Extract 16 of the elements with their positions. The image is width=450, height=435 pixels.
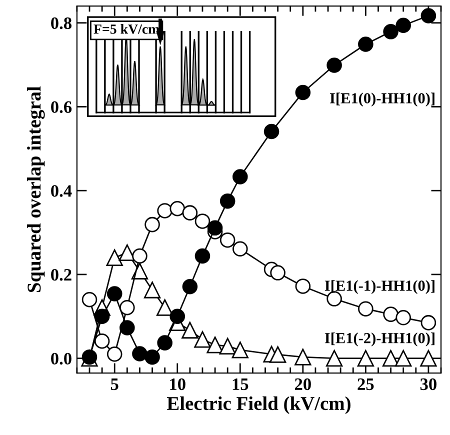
y-tick-label: 0.2 bbox=[51, 268, 72, 281]
x-tick-label: 15 bbox=[232, 378, 248, 390]
y-tick-label: 0.6 bbox=[51, 101, 72, 113]
y-tick-label: 0.4 bbox=[51, 185, 72, 197]
legend-label: I[E1(0)-HH1(0)] bbox=[330, 92, 434, 107]
y-axis-title: Squared overlap integral bbox=[27, 86, 45, 292]
y-tick-label: 0.8 bbox=[51, 17, 72, 30]
x-axis-title: Electric Field (kV/cm) bbox=[166, 396, 350, 414]
x-tick-label: 30 bbox=[420, 378, 436, 390]
series-label: I[E1(-1)-HH1(0)] bbox=[324, 280, 434, 294]
y-tick-label: 0.0 bbox=[51, 352, 72, 365]
x-tick-label: 10 bbox=[170, 378, 186, 390]
series-label: I[E1(-2)-HH1(0)] bbox=[324, 332, 434, 346]
x-tick-label: 20 bbox=[294, 378, 311, 390]
x-tick-label: 25 bbox=[358, 378, 374, 390]
x-tick-label: 5 bbox=[110, 378, 118, 390]
